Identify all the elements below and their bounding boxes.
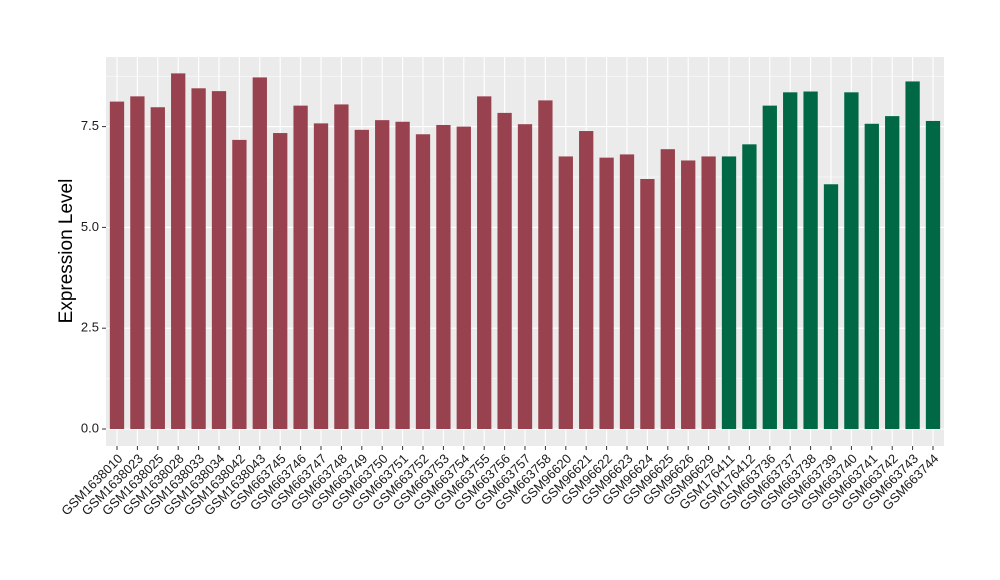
bar-GSM663757 <box>517 124 533 430</box>
bar-GSM663738 <box>803 91 818 429</box>
y-tick-label: 2.5 <box>81 320 99 335</box>
bar-GSM663745 <box>273 133 288 429</box>
bar-GSM663755 <box>477 96 492 430</box>
bar-GSM96622 <box>599 157 614 429</box>
bar-GSM1638042 <box>232 139 247 430</box>
bar-GSM1638010 <box>109 101 125 430</box>
bar-GSM663744 <box>925 120 941 429</box>
bar-GSM96626 <box>681 160 696 429</box>
x-axis: GSM1638010GSM1638023GSM1638025GSM1638028… <box>58 446 942 518</box>
bar-GSM663736 <box>762 105 777 429</box>
bar-GSM663742 <box>885 116 900 430</box>
bar-GSM663751 <box>395 121 410 429</box>
bar-GSM663748 <box>334 104 349 429</box>
bar-GSM96623 <box>619 154 635 429</box>
bar-GSM176411 <box>721 156 737 429</box>
bar-GSM663741 <box>864 123 879 430</box>
bar-GSM1638028 <box>171 73 186 430</box>
bar-GSM663749 <box>354 129 369 429</box>
bar-GSM96624 <box>640 179 655 429</box>
bar-GSM176412 <box>742 144 757 429</box>
bar-GSM663740 <box>844 92 859 429</box>
bar-GSM1638043 <box>252 77 267 429</box>
bar-GSM663746 <box>293 105 308 429</box>
bar-GSM96629 <box>701 156 716 429</box>
bar-GSM1638033 <box>191 88 206 430</box>
y-tick-label: 7.5 <box>81 118 99 133</box>
bars-group <box>109 73 941 430</box>
bar-GSM663743 <box>905 81 920 430</box>
y-tick-label: 5.0 <box>81 219 99 234</box>
bar-GSM96620 <box>558 156 573 429</box>
bar-GSM663756 <box>497 112 512 429</box>
bar-GSM663750 <box>375 120 390 429</box>
y-axis: 0.0 2.5 5.0 7.5 <box>81 118 106 435</box>
y-axis-title: Expression Level <box>56 179 77 324</box>
bar-GSM663739 <box>823 184 839 429</box>
bar-GSM663752 <box>415 134 431 429</box>
bar-GSM96625 <box>660 149 675 429</box>
bar-GSM1638025 <box>150 107 165 429</box>
y-tick-label: 0.0 <box>81 420 99 435</box>
bar-GSM96621 <box>579 131 594 429</box>
bar-GSM663737 <box>783 92 798 429</box>
bar-GSM1638023 <box>130 96 145 430</box>
bar-GSM663758 <box>538 100 553 429</box>
bar-GSM663753 <box>436 124 451 430</box>
bar-GSM1638034 <box>211 91 227 429</box>
bar-GSM663754 <box>456 126 471 429</box>
bar-GSM663747 <box>313 123 329 430</box>
